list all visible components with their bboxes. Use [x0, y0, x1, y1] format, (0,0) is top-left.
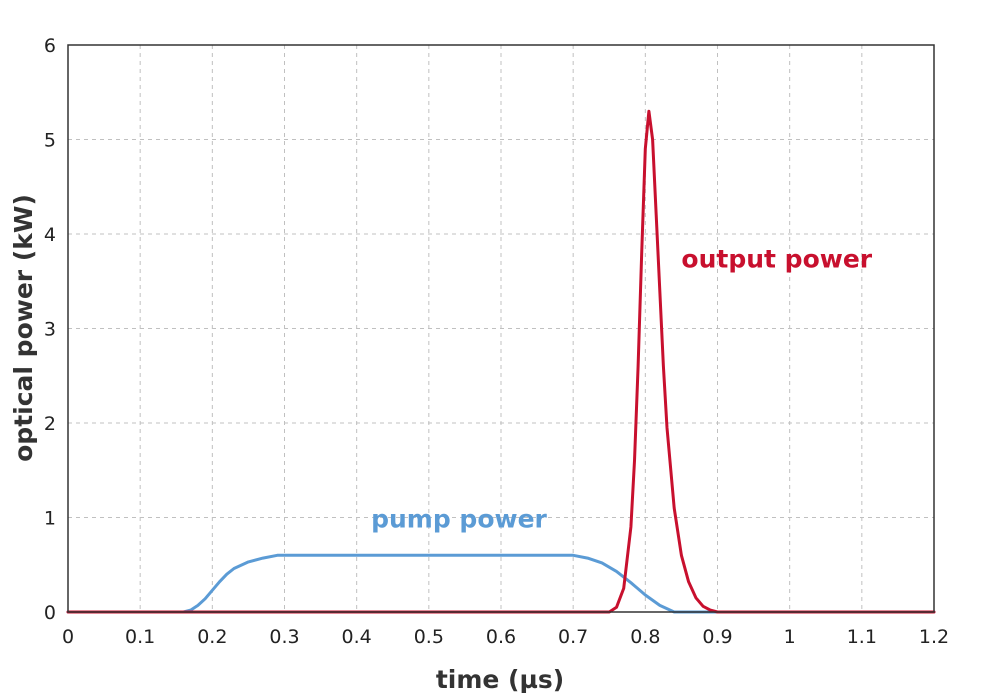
series-annotations: pump power output power	[371, 245, 873, 534]
x-tick-label: 0.1	[125, 626, 155, 648]
x-tick-label: 0	[62, 626, 74, 648]
series-layer	[66, 109, 936, 614]
y-tick-label: 6	[44, 35, 56, 57]
x-tick-label: 1	[784, 626, 796, 648]
pump-power-line	[66, 553, 936, 614]
x-tick-label: 0.9	[702, 626, 732, 648]
y-tick-label: 5	[44, 130, 56, 152]
grid	[68, 45, 934, 612]
y-tick-label: 0	[44, 602, 56, 624]
x-tick-label: 0.7	[558, 626, 588, 648]
x-axis-title: time (µs)	[436, 665, 564, 694]
y-tick-label: 1	[44, 508, 56, 530]
x-tick-label: 1.2	[919, 626, 949, 648]
output-power-label: output power	[681, 245, 872, 274]
x-tick-label: 1.1	[847, 626, 877, 648]
x-tick-label: 0.3	[269, 626, 299, 648]
y-tick-label: 4	[44, 224, 56, 246]
x-tick-label: 0.4	[342, 626, 372, 648]
x-tick-labels: 0 0.1 0.2 0.3 0.4 0.5 0.6 0.7 0.8 0.9 1 1.1 1.2	[62, 626, 949, 648]
y-tick-label: 2	[44, 413, 56, 435]
x-tick-label: 0.6	[486, 626, 516, 648]
plot-frame	[67, 44, 935, 613]
x-tick-label: 0.8	[630, 626, 660, 648]
output-power-line	[66, 109, 936, 614]
y-tick-label: 3	[44, 319, 56, 341]
x-tick-label: 0.2	[197, 626, 227, 648]
x-tick-label: 0.5	[414, 626, 444, 648]
y-tick-labels: 0 1 2 3 4 5 6	[44, 35, 56, 624]
pump-power-label: pump power	[371, 505, 547, 534]
y-axis-title: optical power (kW)	[9, 194, 38, 462]
